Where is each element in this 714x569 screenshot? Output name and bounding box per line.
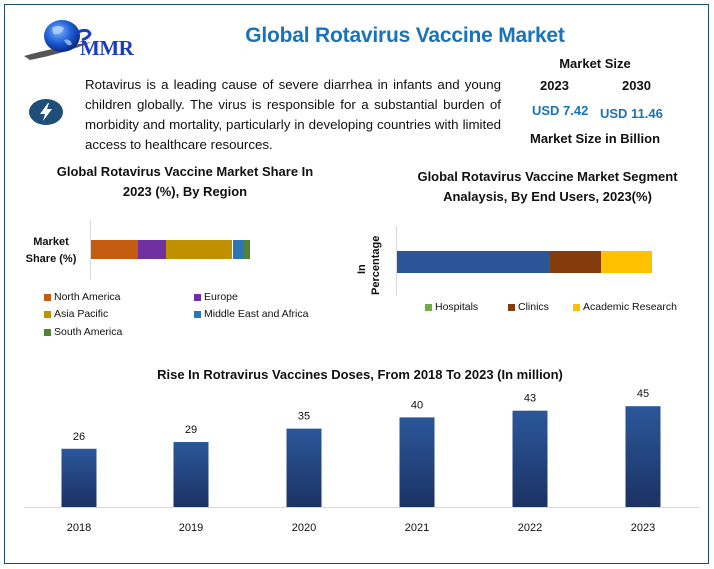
doses-data-label-2018: 26 [73,431,85,443]
market-size-year-2023: 2023 [540,78,569,93]
end-user-chart-axis [396,226,397,296]
end-user-segment-academic-research [601,251,652,273]
lightning-bolt-icon [28,98,64,126]
doses-data-label-2023: 45 [637,388,649,400]
region-chart-title: Global Rotavirus Vaccine Market Share In… [56,164,314,199]
region-chart-ylabel: Market Share (%) [25,236,77,265]
market-size-unit: Market Size in Billion [529,131,661,146]
doses-data-label-2020: 35 [298,411,310,423]
legend-label: Middle East and Africa [204,308,309,320]
legend-label: Academic Research [583,301,677,313]
region-segment-middle-east-and-africa [232,240,245,259]
region-legend-item-europe: Europe [194,291,238,303]
mmr-logo: MMR [22,18,152,63]
region-legend-item-south-america: South America [44,326,122,338]
legend-label: Clinics [518,301,549,313]
region-chart-axis [90,220,91,280]
region-legend-item-middle-east-and-africa: Middle East and Africa [194,308,308,320]
legend-swatch [508,303,515,311]
doses-x-tick-2020: 2020 [292,522,316,534]
doses-x-tick-2023: 2023 [631,522,655,534]
doses-bar-2023 [625,406,661,507]
legend-label: South America [54,326,123,338]
doses-data-label-2022: 43 [524,393,536,405]
doses-x-tick-2022: 2022 [518,522,542,534]
market-size-label: Market Size [559,56,631,71]
doses-x-tick-2018: 2018 [67,522,91,534]
legend-swatch [573,303,580,311]
legend-label: North America [54,291,121,303]
doses-bar-2020 [286,428,322,507]
end-user-legend-item-clinics: Clinics [508,301,549,313]
end-user-legend-item-hospitals: Hospitals [425,301,478,313]
region-segment-north-america [91,240,138,259]
market-size-value-2023: USD 7.42 [532,103,589,118]
region-legend-item-north-america: North America [44,291,121,303]
legend-swatch [194,310,201,318]
legend-label: Asia Pacific [54,308,109,320]
doses-data-label-2021: 40 [411,399,423,411]
region-segment-europe [137,240,166,259]
region-legend-item-asia-pacific: Asia Pacific [44,308,108,320]
page-title: Global Rotavirus Vaccine Market [245,24,565,47]
doses-bar-2018 [61,448,97,507]
region-segment-asia-pacific [165,240,233,259]
end-user-chart-title: Global Rotavirus Vaccine Market Segment … [417,169,678,204]
end-user-legend-item-academic-research: Academic Research [573,301,677,313]
infographic-frame [4,4,709,564]
doses-bar-2022 [512,410,548,507]
doses-x-tick-2019: 2019 [179,522,203,534]
doses-bar-2021 [399,417,435,507]
legend-swatch [425,303,432,311]
legend-swatch [44,328,51,336]
globe-logo-icon [24,20,92,60]
market-size-year-2030: 2030 [622,78,651,93]
legend-label: Hospitals [435,301,479,313]
logo-text: MMR [80,36,134,60]
end-user-stacked-bar [397,251,687,273]
legend-swatch [44,310,51,318]
end-user-segment-hospitals [397,251,550,273]
doses-x-tick-2021: 2021 [405,522,429,534]
doses-chart-title: Rise In Rotravirus Vaccines Doses, From … [157,367,563,382]
description-text: Rotavirus is a leading cause of severe d… [85,77,501,152]
legend-swatch [44,293,51,301]
doses-data-label-2019: 29 [185,424,197,436]
doses-bar-2019 [173,442,209,507]
region-stacked-bar [91,240,341,259]
end-user-segment-clinics [550,251,601,273]
legend-swatch [194,293,201,301]
legend-label: Europe [204,291,238,303]
region-segment-south-america [244,240,250,259]
market-size-value-2030: USD 11.46 [600,106,663,121]
